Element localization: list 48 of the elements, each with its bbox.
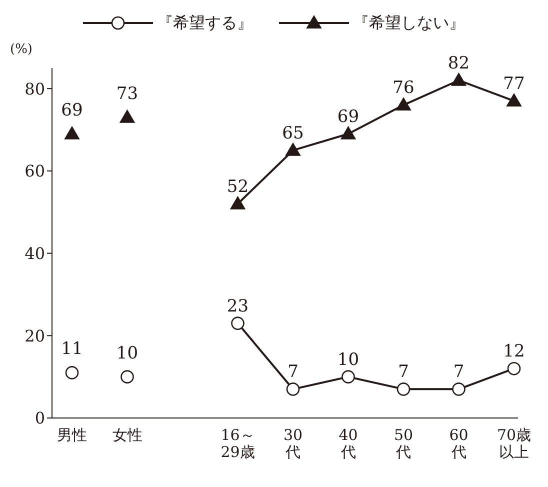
- point: [452, 382, 466, 396]
- x-tick-label: 70歳以上: [496, 426, 532, 461]
- x-tick-label: 16～29歳: [220, 426, 255, 461]
- x-tick-label: 男性: [57, 426, 87, 444]
- data-label: 12: [503, 342, 525, 362]
- data-label: 23: [226, 296, 249, 316]
- y-tick-label: 60: [24, 162, 45, 181]
- legend-label: 『希望する』: [157, 12, 253, 34]
- data-label: 11: [61, 339, 83, 360]
- point: [451, 72, 466, 86]
- point: [230, 196, 246, 210]
- data-label: 7: [453, 362, 464, 382]
- x-tick-label: 60代: [449, 426, 468, 461]
- data-label: 69: [61, 100, 83, 120]
- x-tick-label: 女性: [112, 426, 142, 444]
- y-tick-label: 20: [24, 326, 45, 346]
- point: [506, 93, 522, 106]
- data-label: 65: [282, 123, 304, 144]
- x-tick-label: 40代: [338, 426, 358, 461]
- data-label: 76: [392, 78, 414, 98]
- y-tick-label: 40: [24, 244, 45, 263]
- data-label: 7: [398, 362, 409, 382]
- point: [286, 382, 300, 396]
- y-tick-label: 0: [34, 408, 45, 428]
- point: [64, 126, 80, 140]
- y-axis-title: (%): [10, 42, 32, 57]
- data-label: 73: [116, 84, 138, 104]
- legend-label: 『希望しない』: [353, 12, 465, 34]
- y-tick-label: 80: [24, 79, 45, 98]
- point: [286, 142, 300, 156]
- point: [120, 110, 135, 123]
- data-label: 82: [448, 53, 470, 74]
- data-label: 52: [226, 176, 249, 197]
- point: [342, 370, 355, 384]
- point: [396, 382, 410, 396]
- point: [340, 126, 356, 140]
- point: [65, 366, 79, 380]
- point: [396, 98, 411, 111]
- data-label: 77: [503, 74, 525, 94]
- data-label: 69: [337, 106, 360, 127]
- point: [507, 362, 521, 376]
- data-label: 10: [337, 350, 360, 370]
- x-tick-label: 50代: [394, 426, 414, 461]
- point: [231, 316, 244, 330]
- point: [120, 370, 134, 384]
- data-label: 7: [288, 362, 298, 382]
- x-tick-label: 30代: [283, 426, 303, 461]
- data-label: 10: [116, 343, 138, 364]
